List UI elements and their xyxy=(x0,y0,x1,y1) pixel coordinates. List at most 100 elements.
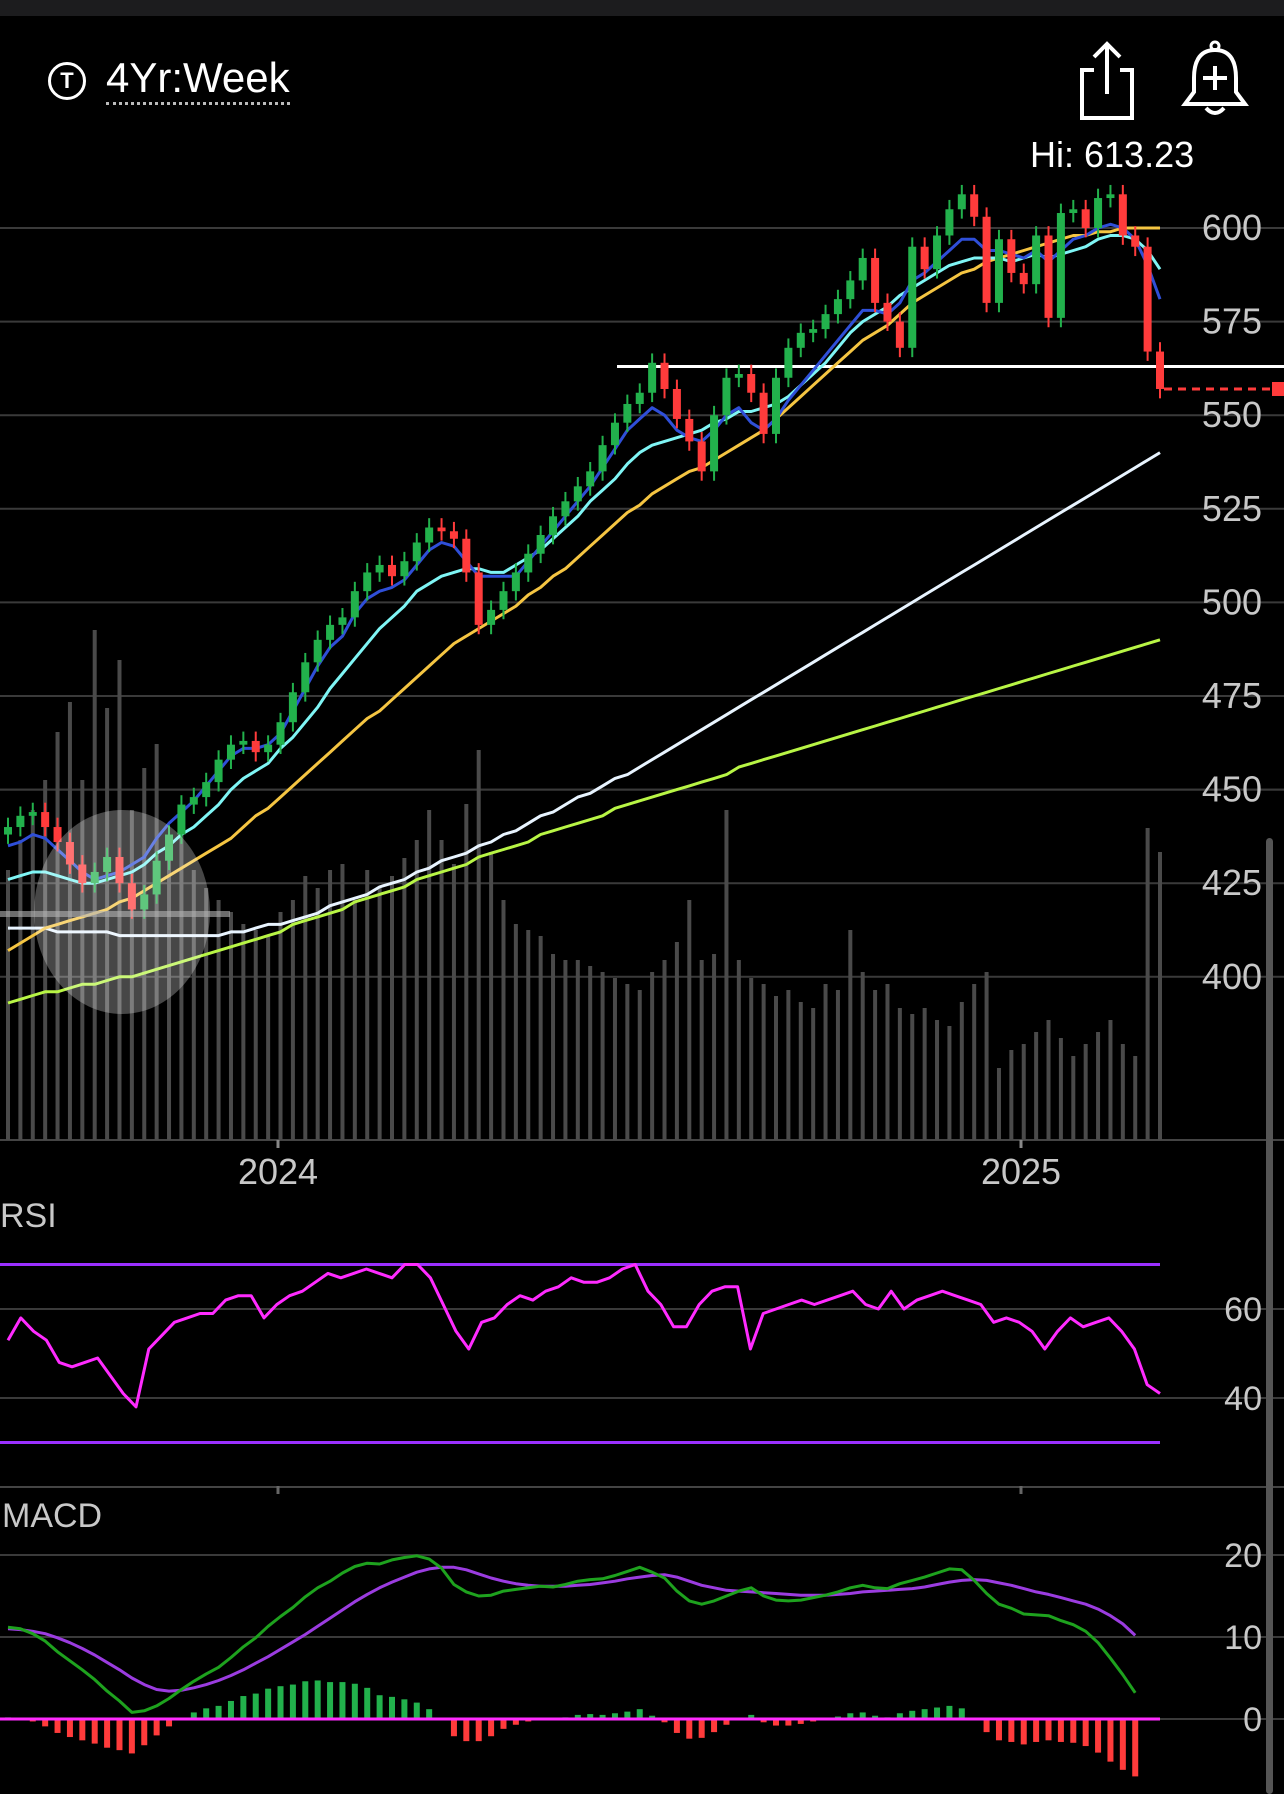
candle-body xyxy=(561,501,570,517)
candle-body xyxy=(400,561,409,577)
candle-body xyxy=(338,617,347,625)
candle-body xyxy=(883,302,892,322)
candle-body xyxy=(809,329,818,333)
macd-histogram-bar xyxy=(636,1709,643,1719)
candle-body xyxy=(623,403,632,423)
macd-histogram-bar xyxy=(488,1719,495,1737)
volume-bar xyxy=(786,990,791,1140)
macd-histogram-bar xyxy=(252,1693,259,1719)
volume-bar xyxy=(835,990,840,1140)
volume-bar xyxy=(328,870,333,1140)
last-price-marker xyxy=(1272,381,1284,396)
volume-bar xyxy=(476,750,481,1140)
candle-body xyxy=(1081,209,1090,228)
macd-histogram-bar xyxy=(215,1705,222,1719)
volume-bar xyxy=(18,840,23,1140)
macd-histogram-bar xyxy=(649,1715,656,1719)
candle-body xyxy=(165,834,174,861)
volume-bar xyxy=(860,972,865,1140)
volume-bar xyxy=(736,960,741,1140)
macd-histogram-bar xyxy=(773,1719,779,1726)
candle-body xyxy=(660,362,669,389)
volume-bar xyxy=(538,936,543,1140)
candle-body xyxy=(982,216,991,303)
candle-body xyxy=(264,744,273,753)
candle-body xyxy=(499,591,508,610)
macd-histogram-bar xyxy=(302,1681,309,1719)
candle-body xyxy=(598,445,607,472)
candle-body xyxy=(734,374,743,378)
macd-histogram-bar xyxy=(128,1719,135,1754)
macd-histogram-bar xyxy=(587,1714,594,1719)
candle-body xyxy=(437,527,446,532)
candle-body xyxy=(957,194,966,210)
candle-body xyxy=(239,740,248,745)
ma-50-line xyxy=(7,226,1160,952)
volume-bar xyxy=(947,1026,952,1140)
volume-bar xyxy=(922,1008,927,1140)
candle-body xyxy=(350,591,359,618)
add-alert-button[interactable] xyxy=(1180,38,1250,122)
macd-histogram-bar xyxy=(921,1709,928,1719)
macd-histogram-bar xyxy=(166,1719,173,1727)
candle-body xyxy=(1094,198,1103,228)
symbol-icon[interactable]: T xyxy=(48,62,86,100)
volume-bar xyxy=(873,990,878,1140)
candle-body xyxy=(28,812,37,816)
candle-body xyxy=(858,257,867,281)
y-tick-label: 550 xyxy=(1202,394,1262,435)
volume-bar xyxy=(80,780,85,1140)
candle-body xyxy=(710,415,719,472)
volume-bar xyxy=(811,1008,816,1140)
volume-bar xyxy=(204,888,209,1140)
candle-body xyxy=(127,883,136,910)
period-selector[interactable]: 4Yr:Week xyxy=(106,56,290,105)
macd-histogram-bar xyxy=(958,1708,965,1719)
volume-bar xyxy=(563,960,568,1140)
macd-histogram-bar xyxy=(314,1680,321,1719)
macd-histogram-bar xyxy=(240,1696,247,1719)
macd-histogram-bar xyxy=(624,1711,631,1719)
volume-bar xyxy=(402,858,407,1140)
candle-body xyxy=(1143,246,1152,352)
candle-body xyxy=(474,572,483,625)
macd-histogram-bar xyxy=(611,1713,618,1719)
macd-histogram-bar xyxy=(673,1719,680,1733)
share-button[interactable] xyxy=(1076,38,1138,122)
candle-body xyxy=(648,362,657,393)
macd-histogram-bar xyxy=(66,1719,73,1738)
volume-bar xyxy=(662,960,667,1140)
macd-histogram-bar xyxy=(289,1684,296,1719)
macd-histogram-bar xyxy=(227,1700,234,1719)
candle-body xyxy=(1019,272,1028,285)
macd-histogram-bar xyxy=(1095,1719,1102,1753)
macd-histogram-bar xyxy=(364,1687,371,1719)
volume-bar xyxy=(1071,1056,1076,1140)
candle-body xyxy=(276,722,285,745)
candle-body xyxy=(1007,239,1016,273)
share-icon xyxy=(1080,41,1134,120)
macd-histogram-bar xyxy=(599,1714,606,1719)
macd-histogram-bar xyxy=(153,1719,160,1736)
volume-bar xyxy=(798,1002,803,1140)
volume-bar xyxy=(612,978,617,1140)
macd-histogram-bar xyxy=(401,1699,408,1719)
volume-bar xyxy=(377,888,382,1140)
macd-histogram-bar xyxy=(42,1719,49,1727)
volume-bar xyxy=(984,972,989,1140)
macd-histogram-bar xyxy=(723,1719,730,1725)
y-tick-label: 400 xyxy=(1202,956,1262,997)
ma-100-line xyxy=(8,451,1161,938)
candle-body xyxy=(189,797,198,805)
volume-bar xyxy=(959,1002,964,1140)
candle-body xyxy=(78,864,87,884)
candle-body xyxy=(1106,194,1115,199)
candle-body xyxy=(449,531,458,539)
volume-bar xyxy=(1046,1020,1051,1140)
volume-bar xyxy=(588,966,593,1140)
macd-histogram-bar xyxy=(463,1719,470,1742)
volume-bar xyxy=(451,864,456,1140)
candle-body xyxy=(326,624,335,640)
scrollbar[interactable] xyxy=(1266,838,1273,1794)
